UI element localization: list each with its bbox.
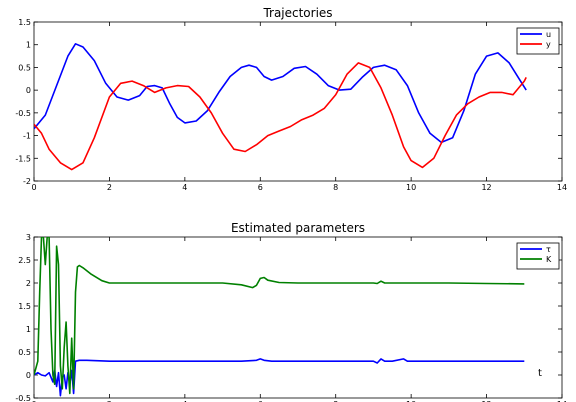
series-line-y — [34, 62, 527, 171]
y-tick-label: 2 — [26, 279, 31, 288]
y-tick-label: 3 — [26, 233, 31, 242]
legend-label: u — [546, 30, 551, 39]
x-tick-label: 4 — [182, 400, 187, 402]
x-tick-label: 8 — [333, 183, 338, 192]
y-tick-label: 1.5 — [18, 18, 31, 27]
x-tick-label: 14 — [557, 183, 567, 192]
x-tick-label: 12 — [481, 183, 491, 192]
x-tick-label: 2 — [107, 400, 112, 402]
legend-box — [516, 27, 560, 55]
y-tick-label: 0.5 — [18, 63, 31, 72]
x-tick-label: 10 — [406, 183, 416, 192]
y-tick-label: 0 — [26, 371, 31, 380]
x-tick-label: 14 — [557, 400, 567, 402]
chart-title: Trajectories — [262, 6, 332, 20]
x-tick-label: 0 — [31, 183, 36, 192]
plot-frame — [33, 236, 563, 399]
y-tick-label: -0.5 — [15, 394, 31, 402]
legend-label: τ — [546, 245, 551, 254]
y-tick-label: -1.5 — [15, 154, 31, 163]
x-tick-label: 8 — [333, 400, 338, 402]
series-line-τ — [34, 358, 525, 397]
y-tick-label: 2.5 — [18, 256, 31, 265]
y-tick-label: 0.5 — [18, 348, 31, 357]
annotation-label: t — [538, 368, 542, 379]
x-tick-label: 10 — [406, 400, 416, 402]
chart-title: Estimated parameters — [231, 221, 365, 235]
x-tick-label: 2 — [107, 183, 112, 192]
x-tick-label: 0 — [31, 400, 36, 402]
y-tick-label: -1 — [23, 132, 31, 141]
y-tick-label: -0.5 — [15, 109, 31, 118]
y-tick-label: 0 — [26, 86, 31, 95]
chart-2: Estimated parameters02468101214-0.500.51… — [15, 221, 567, 402]
x-tick-label: 4 — [182, 183, 187, 192]
y-tick-label: 1 — [26, 325, 31, 334]
x-tick-label: 12 — [481, 400, 491, 402]
x-tick-label: 6 — [258, 183, 263, 192]
legend-label: K — [546, 255, 552, 264]
chart-1: Trajectories 0 2 4 6 8 10 12 14 -2 -1.5 -1 -0.5 0 0.5 1… — [15, 6, 567, 192]
legend-label: y — [546, 40, 551, 49]
x-tick-label: 6 — [258, 400, 263, 402]
plot-frame — [33, 21, 563, 182]
y-tick-label: -2 — [23, 177, 31, 186]
legend-box — [516, 242, 560, 270]
series-line-K — [34, 237, 525, 395]
y-tick-label: 1.5 — [18, 302, 31, 311]
y-tick-label: 1 — [26, 41, 31, 50]
